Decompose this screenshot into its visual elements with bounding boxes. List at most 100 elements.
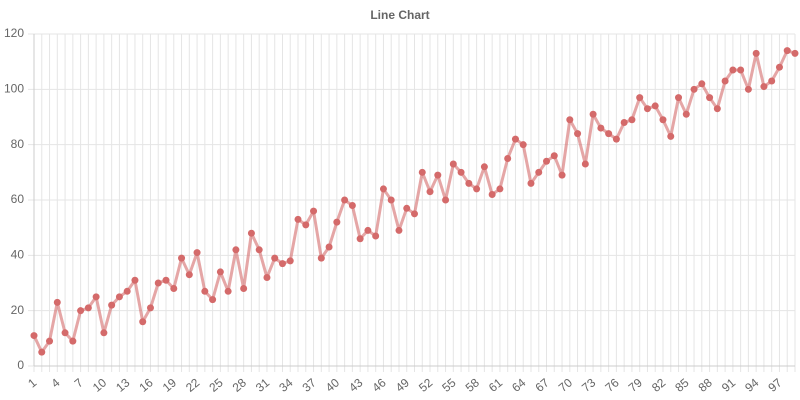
point <box>706 94 714 102</box>
point <box>605 130 613 138</box>
point <box>278 260 286 268</box>
x-tick-label: 10 <box>90 375 109 395</box>
point <box>504 155 512 162</box>
point <box>628 116 636 124</box>
point <box>675 94 683 102</box>
point <box>667 132 675 140</box>
x-tick-label: 94 <box>742 375 761 395</box>
point <box>325 243 333 251</box>
point <box>131 276 139 284</box>
point <box>286 257 294 265</box>
point <box>659 116 667 124</box>
point <box>216 268 224 276</box>
x-tick-label: 46 <box>369 375 388 395</box>
x-tick-label: 55 <box>439 375 458 395</box>
x-tick-label: 19 <box>160 375 179 395</box>
x-tick-label: 88 <box>696 375 715 395</box>
point <box>170 285 178 293</box>
x-tick-label: 4 <box>48 375 62 390</box>
point <box>317 254 325 262</box>
point <box>721 77 729 85</box>
x-tick-label: 28 <box>230 375 249 395</box>
y-tick-label: 120 <box>4 26 24 40</box>
point <box>636 94 644 102</box>
point <box>426 188 434 196</box>
point <box>209 296 217 304</box>
point <box>574 130 582 138</box>
point <box>434 171 442 179</box>
point <box>224 287 232 295</box>
point <box>411 210 418 218</box>
point <box>387 196 395 204</box>
point <box>535 168 543 176</box>
x-tick-label: 7 <box>72 375 86 390</box>
y-tick-label: 80 <box>11 137 25 151</box>
point <box>620 119 628 127</box>
x-tick-label: 13 <box>113 375 132 395</box>
point <box>77 307 85 315</box>
point <box>729 66 737 74</box>
point <box>232 246 240 254</box>
point <box>61 329 69 337</box>
x-tick-label: 34 <box>276 375 295 395</box>
point <box>302 221 310 229</box>
point <box>550 152 558 160</box>
x-tick-label: 61 <box>486 375 505 395</box>
point <box>465 179 473 187</box>
x-tick-label: 43 <box>346 375 365 395</box>
point <box>612 135 620 143</box>
point <box>643 105 651 113</box>
point <box>442 196 450 204</box>
point <box>341 196 349 204</box>
point <box>403 204 411 212</box>
x-tick-label: 40 <box>323 375 342 395</box>
point <box>752 49 760 57</box>
x-tick-label: 52 <box>416 375 435 395</box>
point <box>185 271 193 279</box>
point <box>372 232 380 240</box>
point <box>737 66 745 74</box>
x-tick-label: 79 <box>626 375 645 395</box>
point <box>201 287 209 295</box>
point <box>597 124 605 132</box>
point <box>783 47 791 55</box>
point <box>589 110 597 118</box>
point <box>294 215 302 223</box>
point <box>84 304 92 312</box>
point <box>154 279 162 287</box>
x-tick-label: 25 <box>206 375 225 395</box>
point <box>69 337 77 345</box>
x-tick-label: 58 <box>463 375 482 395</box>
x-tick-label: 1 <box>25 375 39 390</box>
x-tick-label: 82 <box>649 375 668 395</box>
point <box>775 63 783 71</box>
point <box>100 329 108 337</box>
point <box>744 85 752 93</box>
point <box>333 218 341 226</box>
point <box>53 298 61 306</box>
point <box>240 285 248 293</box>
x-tick-label: 97 <box>765 375 784 395</box>
point <box>348 202 356 210</box>
point <box>139 318 147 326</box>
x-tick-label: 64 <box>509 375 528 395</box>
x-tick-label: 85 <box>672 375 691 395</box>
point <box>193 249 201 257</box>
x-tick-label: 67 <box>533 375 552 395</box>
point <box>496 185 504 193</box>
point <box>519 141 527 149</box>
x-tick-label: 49 <box>393 375 412 395</box>
y-tick-label: 100 <box>4 82 24 96</box>
point <box>310 207 318 215</box>
point <box>488 190 496 198</box>
point <box>30 332 38 340</box>
point <box>713 105 721 113</box>
y-tick-label: 20 <box>11 303 25 317</box>
point <box>178 254 186 262</box>
point <box>543 157 551 165</box>
point <box>457 168 465 176</box>
point <box>38 348 46 356</box>
point <box>527 179 535 187</box>
point <box>690 85 698 93</box>
